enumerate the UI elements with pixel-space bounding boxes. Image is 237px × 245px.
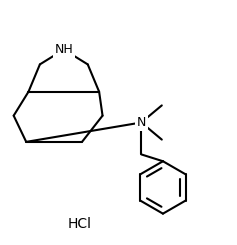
Text: HCl: HCl [68, 217, 92, 231]
Text: NH: NH [55, 43, 73, 56]
Text: N: N [137, 116, 146, 129]
